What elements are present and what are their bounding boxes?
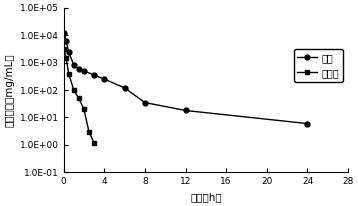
胶束 <box>64 40 68 42</box>
胶束 <box>92 74 96 76</box>
注射液 <box>87 131 91 133</box>
X-axis label: 时间（h）: 时间（h） <box>190 192 222 202</box>
胶束 <box>82 70 86 72</box>
Line: 胶束: 胶束 <box>62 30 310 126</box>
胶束 <box>102 78 106 80</box>
胶束 <box>122 87 127 89</box>
胶束 <box>72 64 76 67</box>
胶束 <box>62 32 66 34</box>
注射液 <box>67 72 71 75</box>
注射液 <box>92 142 96 144</box>
注射液 <box>77 97 81 99</box>
胶束 <box>143 101 147 104</box>
Legend: 胶束, 注射液: 胶束, 注射液 <box>294 49 343 82</box>
胶束 <box>67 50 71 53</box>
胶束 <box>77 67 81 70</box>
注射液 <box>62 48 66 51</box>
注射液 <box>82 108 86 110</box>
注射液 <box>64 56 68 59</box>
注射液 <box>72 89 76 91</box>
胶束 <box>183 109 188 112</box>
Line: 注射液: 注射液 <box>62 47 97 145</box>
胶束 <box>305 122 310 125</box>
Y-axis label: 血药浓度（mg/mL）: 血药浓度（mg/mL） <box>4 53 14 127</box>
